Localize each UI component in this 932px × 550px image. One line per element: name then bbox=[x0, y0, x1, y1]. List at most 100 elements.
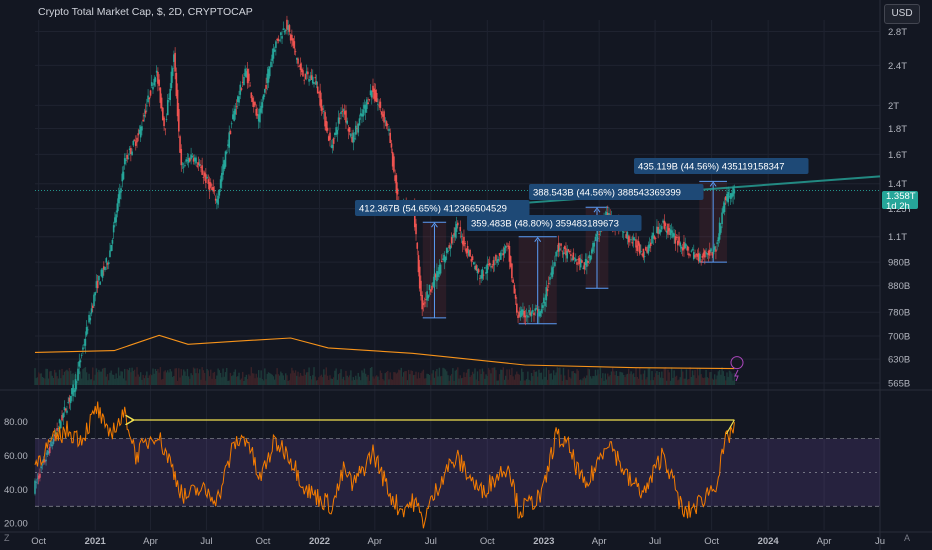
candle-body bbox=[533, 312, 535, 316]
candle-body bbox=[60, 421, 62, 429]
candle-body bbox=[109, 250, 111, 258]
log-scale-toggle[interactable]: Z bbox=[4, 533, 10, 543]
candle-body bbox=[679, 242, 682, 247]
candle-body bbox=[309, 76, 312, 78]
volume-bar bbox=[525, 379, 528, 385]
candle-body bbox=[500, 252, 502, 260]
candle-body bbox=[426, 291, 428, 301]
volume-bar bbox=[668, 372, 670, 385]
volume-bar bbox=[159, 367, 162, 385]
price-tick-label: 1.4T bbox=[888, 179, 907, 190]
volume-bar bbox=[50, 371, 52, 385]
candle-body bbox=[561, 250, 564, 252]
volume-bar bbox=[685, 369, 688, 385]
volume-bar bbox=[657, 374, 659, 385]
volume-bar bbox=[620, 372, 622, 385]
volume-bar bbox=[428, 375, 431, 385]
candle-body bbox=[330, 146, 333, 148]
candle-body bbox=[138, 129, 141, 134]
volume-bar bbox=[69, 370, 72, 385]
volume-bar bbox=[71, 374, 73, 385]
candle-body bbox=[631, 242, 634, 244]
volume-bar bbox=[654, 373, 657, 385]
candle-body bbox=[294, 51, 297, 53]
candle-body bbox=[661, 226, 663, 230]
time-axis[interactable]: Oct 2021 Apr Jul Oct 2022 Apr Jul Oct 2023 Apr Jul O… bbox=[31, 536, 885, 547]
volume-bar bbox=[485, 374, 487, 385]
volume-bar bbox=[616, 375, 619, 385]
price-axis[interactable]: 2.8T 2.4T 2T 1.8T 1.6T 1.4T 1.25T 1.1T 980B 880B 7… bbox=[4, 27, 912, 530]
volume-bar bbox=[646, 377, 648, 385]
candle-body bbox=[423, 302, 426, 304]
candle-body bbox=[374, 89, 377, 101]
candle-body bbox=[396, 188, 399, 195]
candle-body bbox=[324, 112, 326, 127]
candle-body bbox=[504, 245, 507, 248]
volume-bar bbox=[82, 369, 84, 385]
volume-bar bbox=[273, 379, 276, 385]
volume-bar bbox=[259, 377, 261, 385]
price-tick-label: 1.8T bbox=[888, 124, 907, 135]
candle-body bbox=[536, 309, 539, 311]
volume-bar bbox=[346, 375, 348, 385]
candle-body bbox=[139, 126, 142, 138]
candle-body bbox=[544, 301, 546, 307]
candle-body bbox=[508, 246, 511, 262]
volume-bar bbox=[619, 371, 621, 385]
volume-bar bbox=[618, 375, 620, 385]
volume-bar bbox=[707, 378, 710, 385]
time-tick-label: Apr bbox=[143, 536, 158, 547]
auto-scale-toggle[interactable]: A bbox=[904, 533, 911, 543]
last-price-tag: 1.358T 1d 2h bbox=[882, 191, 918, 212]
candle-body bbox=[55, 432, 57, 435]
candle-body bbox=[250, 92, 253, 99]
volume-bar bbox=[522, 371, 524, 385]
volume-bar bbox=[255, 373, 257, 385]
candle-body bbox=[528, 309, 530, 313]
volume-bar bbox=[106, 374, 109, 385]
candle-body bbox=[248, 73, 250, 82]
volume-bar bbox=[260, 370, 262, 385]
candle-body bbox=[213, 190, 216, 192]
volume-bar bbox=[180, 369, 182, 385]
volume-bar bbox=[502, 367, 504, 385]
volume-bar bbox=[62, 375, 64, 385]
volume-bar bbox=[298, 376, 300, 385]
candle-body bbox=[450, 237, 453, 244]
volume-bar bbox=[109, 372, 111, 385]
volume-bar bbox=[474, 368, 476, 385]
volume-bar bbox=[196, 368, 198, 385]
volume-bar bbox=[479, 369, 481, 385]
candle-body bbox=[380, 111, 383, 115]
candle-body bbox=[385, 121, 388, 127]
volume-bar bbox=[501, 369, 503, 385]
candle-body bbox=[518, 311, 521, 317]
volume-bar bbox=[511, 367, 513, 385]
volume-bar bbox=[374, 376, 377, 385]
volume-bar bbox=[367, 374, 369, 385]
candle-body bbox=[342, 109, 345, 111]
currency-button[interactable]: USD bbox=[884, 4, 920, 24]
volume-bar bbox=[651, 371, 653, 385]
candle-body bbox=[311, 76, 314, 84]
volume-bar bbox=[148, 375, 151, 385]
candle-body bbox=[513, 284, 516, 294]
candle-body bbox=[506, 243, 508, 245]
candle-body bbox=[507, 245, 509, 247]
candle-body bbox=[329, 132, 331, 140]
volume-bar bbox=[81, 378, 83, 385]
volume-bar bbox=[476, 371, 479, 385]
volume-bar bbox=[446, 371, 448, 385]
candle-body bbox=[677, 240, 679, 246]
candle-body bbox=[705, 252, 707, 254]
candle-body bbox=[257, 114, 260, 122]
candle-body bbox=[103, 266, 105, 270]
volume-bar bbox=[257, 370, 260, 385]
volume-bar bbox=[725, 380, 727, 385]
candle-body bbox=[586, 260, 588, 267]
candle-body bbox=[477, 269, 480, 273]
candle-body bbox=[525, 315, 528, 317]
candle-body bbox=[64, 408, 67, 411]
last-price-value: 1.358T bbox=[886, 191, 916, 202]
